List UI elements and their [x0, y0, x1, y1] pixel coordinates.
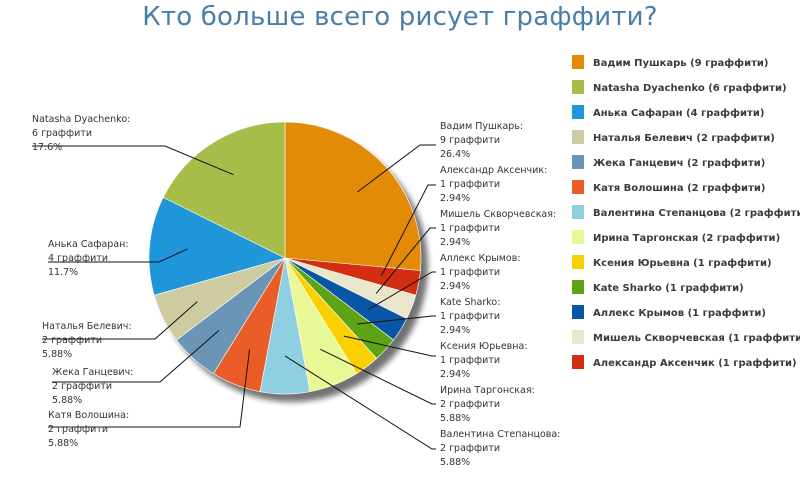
- slice-labels: Вадим Пушкарь: 9 граффити 26.4% Александр А…: [32, 114, 560, 468]
- slice-9-label-percent: 5.88%: [52, 395, 82, 406]
- slice-12-label-percent: 17.6%: [32, 142, 62, 153]
- slice-12-wedge: [162, 121, 286, 259]
- legend-swatch-8: [572, 180, 584, 194]
- slice-5-label-value: 1 граффити: [440, 355, 500, 366]
- slice-11-leader-line: [48, 248, 188, 263]
- slice-7-label-percent: 5.88%: [440, 457, 470, 468]
- legend-swatch-11: [572, 105, 584, 119]
- legend-swatch-9: [572, 155, 584, 169]
- legend-swatch-12: [572, 80, 584, 94]
- slice-12-label-name: Natasha Dyachenko:: [32, 114, 130, 125]
- slice-0-wedge: [284, 121, 422, 271]
- legend-swatch-10: [572, 130, 584, 144]
- legend-entry-6: Ирина Таргонская (2 граффити): [593, 232, 780, 244]
- legend-entry-4: Kate Sharko (1 граффити): [593, 282, 744, 294]
- slice-12-leader-line: [32, 145, 234, 176]
- slice-4-label-name: Kate Sharko:: [440, 297, 500, 308]
- slice-5-label-percent: 2.94%: [440, 369, 470, 380]
- slice-12-label-value: 6 граффити: [32, 128, 92, 139]
- slice-10-label-name: Наталья Белевич:: [42, 321, 132, 332]
- slice-7-label-value: 2 граффити: [440, 443, 500, 454]
- slice-6-label-percent: 5.88%: [440, 413, 470, 424]
- legend-swatch-7: [572, 205, 584, 219]
- slice-11-label-name: Анька Сафаран:: [48, 239, 129, 250]
- legend-swatch-0: [572, 55, 584, 69]
- slice-2-label-percent: 2.94%: [440, 237, 470, 248]
- slice-3-label-value: 1 граффити: [440, 267, 500, 278]
- slice-7-leader-line: [284, 355, 436, 450]
- legend-entry-3: Аллекс Крымов (1 граффити): [593, 307, 766, 319]
- slice-6-label-value: 2 граффити: [440, 399, 500, 410]
- legend-entry-5: Ксения Юрьевна (1 граффити): [593, 257, 772, 269]
- slice-4-label-value: 1 граффити: [440, 311, 500, 322]
- legend-entry-9: Жека Ганцевич (2 граффити): [593, 157, 765, 169]
- slice-2-label-value: 1 граффити: [440, 223, 500, 234]
- leader-lines: [32, 144, 436, 450]
- slice-6-label-name: Ирина Таргонская:: [440, 385, 535, 396]
- slice-3-label-percent: 2.94%: [440, 281, 470, 292]
- legend-entry-0: Вадим Пушкарь (9 граффити): [593, 57, 768, 69]
- pie-slices: [148, 121, 422, 395]
- slice-2-leader-line: [375, 227, 436, 294]
- slice-0-label-name: Вадим Пушкарь:: [440, 121, 523, 132]
- slice-0-label-value: 9 граффити: [440, 135, 500, 146]
- slice-5-leader-line: [343, 335, 436, 357]
- legend-swatch-2: [572, 330, 584, 344]
- legend-entry-7: Валентина Степанцова (2 граффити): [593, 207, 800, 219]
- slice-1-leader-line: [380, 184, 436, 277]
- legend-entry-8: Катя Волошина (2 граффити): [593, 182, 765, 194]
- legend-entry-2: Мишель Скворчевская (1 граффити): [593, 332, 800, 344]
- slice-1-label-name: Александр Аксенчик:: [440, 165, 547, 176]
- slice-1-label-percent: 2.94%: [440, 193, 470, 204]
- legend-swatch-3: [572, 305, 584, 319]
- slice-8-leader-line: [48, 349, 251, 428]
- legend-entry-10: Наталья Белевич (2 граффити): [593, 132, 775, 144]
- legend-entry-12: Natasha Dyachenko (6 граффити): [593, 82, 787, 94]
- slice-9-label-value: 2 граффити: [52, 381, 112, 392]
- slice-8-label-percent: 5.88%: [48, 438, 78, 449]
- slice-10-label-value: 2 граффити: [42, 335, 102, 346]
- slice-10-leader-line: [42, 301, 198, 340]
- slice-5-label-name: Ксения Юрьевна:: [440, 341, 528, 352]
- slice-4-label-percent: 2.94%: [440, 325, 470, 336]
- slice-0-label-percent: 26.4%: [440, 149, 470, 160]
- slice-8-label-name: Катя Волошина:: [48, 410, 129, 421]
- slice-2-label-name: Мишель Скворчевская:: [440, 209, 556, 220]
- legend-entry-11: Анька Сафаран (4 граффити): [593, 107, 764, 119]
- slice-0-leader-line: [357, 144, 436, 193]
- chart-title: Кто больше всего рисует граффити?: [142, 2, 658, 32]
- legend-swatch-1: [572, 355, 584, 369]
- legend-entry-1: Александр Аксенчик (1 граффити): [593, 357, 797, 369]
- slice-3-leader-line: [368, 271, 436, 310]
- legend: Вадим Пушкарь (9 граффити) Natasha Dyache…: [572, 55, 800, 369]
- slice-9-leader-line: [52, 330, 220, 383]
- slice-7-label-name: Валентина Степанцова:: [440, 429, 560, 440]
- slice-11-wedge: [148, 196, 286, 296]
- legend-swatch-6: [572, 230, 584, 244]
- slice-11-label-percent: 11.7%: [48, 267, 78, 278]
- slice-11-label-value: 4 граффити: [48, 253, 108, 264]
- legend-swatch-4: [572, 280, 584, 294]
- slice-8-label-value: 2 граффити: [48, 424, 108, 435]
- slice-9-label-name: Жека Ганцевич:: [52, 367, 133, 378]
- slice-3-label-name: Аллекс Крымов:: [440, 253, 521, 264]
- legend-swatch-5: [572, 255, 584, 269]
- slice-4-leader-line: [357, 315, 436, 325]
- slice-6-leader-line: [320, 348, 436, 405]
- slice-10-label-percent: 5.88%: [42, 349, 72, 360]
- slice-1-label-value: 1 граффити: [440, 179, 500, 190]
